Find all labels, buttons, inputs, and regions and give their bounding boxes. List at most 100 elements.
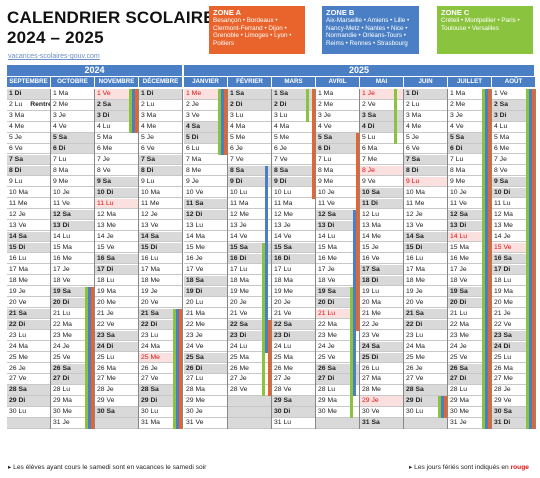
empty-day-cell [316, 418, 359, 429]
day-cell: 31 Lu [272, 418, 315, 429]
day-cell: 5 Ma [95, 133, 138, 144]
holiday-day-cell: 1 Je [360, 89, 403, 100]
day-cell: 22 Di [139, 319, 182, 331]
day-cell: 15 Sa [228, 242, 271, 254]
day-cell: 8 Ve [95, 166, 138, 177]
day-cell: 19 Sa [448, 286, 491, 298]
day-cell: 22 Ve [95, 320, 138, 331]
day-cell: 8 Me [184, 166, 227, 177]
day-cell: 13 Ve [404, 221, 447, 232]
day-cell: 18 Di [360, 275, 403, 287]
day-cell: 27 Di [316, 374, 359, 386]
day-cell: 16 Lu [7, 254, 50, 265]
day-cell: 19 Me [228, 287, 271, 298]
day-cell: 4 Me [139, 122, 182, 133]
month-header: JUILLET [448, 77, 491, 87]
site-link[interactable]: vacances-scolaires-gouv.com [8, 53, 100, 60]
day-cell: 26 Sa [448, 363, 491, 375]
day-cell: 16 Je [184, 254, 227, 265]
day-cell: 1 Sa [228, 89, 271, 100]
day-cell: 21 Sa [139, 308, 182, 320]
day-cell: 19 Lu [360, 287, 403, 298]
day-cell: 22 Ma [51, 320, 94, 331]
day-cell: 31 Ve [184, 418, 227, 429]
day-cell: 3 Je [316, 111, 359, 122]
day-cell: 7 Sa [139, 154, 182, 166]
day-cell: 24 Di [95, 341, 138, 353]
zone-a-holiday-bar [312, 89, 315, 199]
holiday-day-cell: 11 Lu [95, 198, 138, 210]
day-cell: 8 Sa [228, 165, 271, 177]
title-line-2: 2024 – 2025 [7, 28, 104, 47]
day-cell: 4 Di [360, 121, 403, 133]
day-cell: 24 Ma [139, 342, 182, 353]
day-cell: 23 Ve [360, 331, 403, 342]
day-cell: 15 Me [184, 243, 227, 254]
day-cell: 3 Di [492, 110, 535, 122]
day-cell: 29 Ma [51, 396, 94, 408]
month-separator [138, 89, 139, 430]
day-cell: 15 Ma [448, 243, 491, 254]
holiday-day-cell: 25 Me [139, 352, 182, 364]
day-cell: 22 Di [7, 319, 50, 331]
zone-c-title: ZONE C [441, 8, 470, 17]
day-cell: 31 Je [448, 418, 491, 429]
day-cell: 16 Lu [404, 254, 447, 265]
holiday-day-cell: 15 Ve [492, 242, 535, 254]
month-separator [359, 89, 360, 430]
day-cell: 30 Ve [360, 407, 403, 418]
day-cell: 29 Me [184, 396, 227, 408]
zone-c-holiday-bar [262, 242, 265, 397]
zone-a-holiday-bar [444, 396, 447, 419]
year-2025-bar: 2025 [184, 65, 534, 76]
day-cell: 21 Lu [51, 309, 94, 320]
day-cell: 23 Lu [404, 331, 447, 342]
zone-a-title: ZONE A [213, 8, 242, 17]
day-cell: 4 Ma [228, 122, 271, 133]
day-cell: 2 Lu [404, 100, 447, 111]
day-cell: 19 Sa [316, 286, 359, 298]
month-header: AVRIL [316, 77, 359, 87]
day-cell: 29 Di [139, 396, 182, 408]
day-cell: 17 Lu [228, 265, 271, 276]
zone-c-holiday-bar [85, 286, 88, 430]
day-cell: 15 Sa [272, 242, 315, 254]
day-cell: 11 Me [139, 199, 182, 210]
day-cell: 28 Je [95, 385, 138, 397]
day-cell: 7 Je [95, 155, 138, 166]
day-cell: 8 Di [139, 165, 182, 177]
day-cell: 21 Sa [7, 308, 50, 320]
day-cell: 24 Lu [228, 342, 271, 353]
day-cell: 9 Di [228, 176, 271, 188]
day-cell: 22 Ve [492, 320, 535, 331]
zone-b-holiday-bar [353, 209, 356, 397]
day-cell: 5 Di [184, 132, 227, 144]
month-header: MARS [272, 77, 315, 87]
empty-day-cell [95, 418, 138, 429]
day-cell: 27 Di [51, 374, 94, 386]
day-cell: 27 Me [492, 374, 535, 386]
day-cell: 17 Ma [7, 265, 50, 276]
day-cell: 1 Ma [51, 89, 94, 100]
zone-a-holiday-bar [135, 89, 138, 133]
month-separator [271, 89, 272, 430]
day-cell: 27 Ve [404, 374, 447, 386]
day-cell: 27 Ve [139, 374, 182, 386]
day-cell: 12 Me [272, 210, 315, 221]
day-cell: 1 Sa [272, 89, 315, 100]
day-cell: 10 Je [448, 188, 491, 199]
day-cell: 21 Lu [448, 309, 491, 320]
day-cell: 21 Ve [272, 309, 315, 320]
month-separator [94, 89, 95, 430]
day-cell: 17 Je [448, 265, 491, 276]
day-cell: 1 Di [404, 89, 447, 100]
day-cell: 25 Lu [492, 353, 535, 364]
day-cell: 8 Ma [448, 166, 491, 177]
day-cell: 27 Ma [360, 374, 403, 386]
day-cell: 20 Di [448, 297, 491, 309]
day-cell: 28 Lu [51, 385, 94, 397]
day-cell: 6 Di [316, 143, 359, 155]
day-cell: 3 Je [51, 111, 94, 122]
footer-note-right: ▸ Les jours fériés sont indiqués en roug… [409, 463, 529, 471]
month-separator [315, 89, 316, 430]
